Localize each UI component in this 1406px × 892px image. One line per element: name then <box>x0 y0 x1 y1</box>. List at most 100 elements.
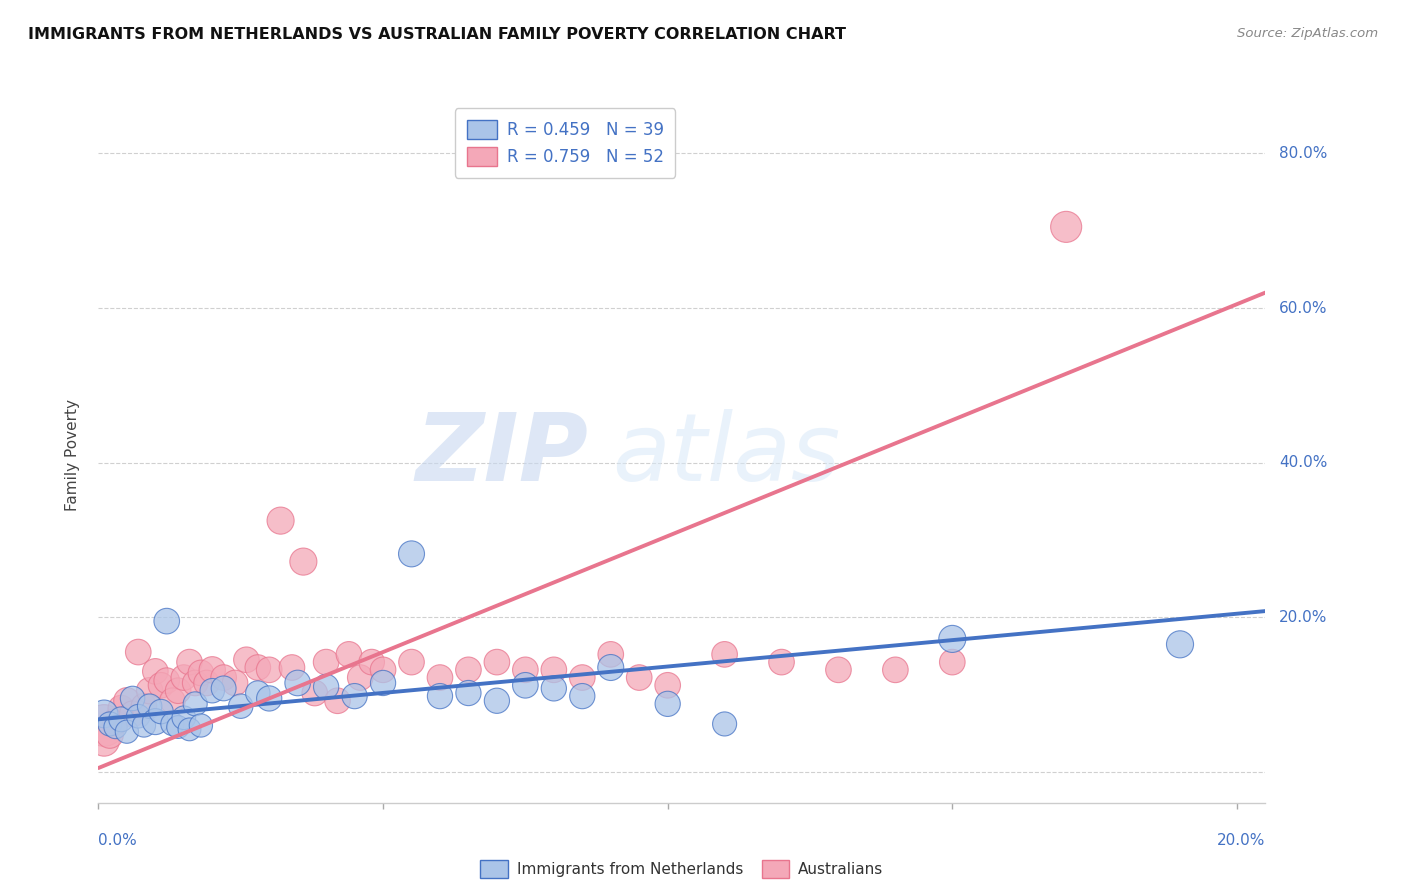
Point <box>104 720 127 734</box>
Point <box>179 655 201 669</box>
Point <box>429 689 451 703</box>
Point <box>115 694 138 708</box>
Point <box>571 689 593 703</box>
Point <box>179 723 201 737</box>
Point <box>429 671 451 685</box>
Point <box>571 671 593 685</box>
Text: atlas: atlas <box>612 409 841 500</box>
Point <box>201 683 224 698</box>
Point <box>343 689 366 703</box>
Point <box>257 691 280 706</box>
Point <box>110 712 132 726</box>
Text: 0.0%: 0.0% <box>98 833 138 848</box>
Point <box>184 676 207 690</box>
Point <box>515 678 537 692</box>
Point <box>235 653 257 667</box>
Point <box>401 655 423 669</box>
Point <box>292 555 315 569</box>
Point <box>315 655 337 669</box>
Y-axis label: Family Poverty: Family Poverty <box>65 399 80 511</box>
Point <box>941 655 963 669</box>
Point <box>93 706 115 721</box>
Point <box>121 706 143 721</box>
Point <box>173 711 195 725</box>
Point <box>156 673 179 688</box>
Point <box>127 645 149 659</box>
Point <box>281 660 304 674</box>
Point <box>713 648 735 662</box>
Point <box>1054 219 1077 234</box>
Point <box>212 671 235 685</box>
Point <box>287 676 309 690</box>
Point <box>162 717 184 731</box>
Point <box>257 663 280 677</box>
Point <box>156 614 179 628</box>
Point <box>138 699 160 714</box>
Text: 20.0%: 20.0% <box>1279 610 1327 624</box>
Point <box>93 718 115 732</box>
Point <box>485 655 508 669</box>
Point <box>224 676 246 690</box>
Point <box>246 686 269 700</box>
Point <box>599 660 621 674</box>
Text: 60.0%: 60.0% <box>1279 301 1327 316</box>
Point <box>270 514 292 528</box>
Point <box>657 697 679 711</box>
Point <box>401 547 423 561</box>
Text: 20.0%: 20.0% <box>1218 833 1265 848</box>
Point <box>98 728 121 742</box>
Point <box>349 671 371 685</box>
Point <box>457 686 479 700</box>
Point <box>98 717 121 731</box>
Point <box>326 694 349 708</box>
Point <box>150 705 173 719</box>
Point <box>93 734 115 748</box>
Point <box>371 676 394 690</box>
Point <box>104 714 127 729</box>
Point <box>190 665 212 680</box>
Point <box>115 724 138 739</box>
Text: ZIP: ZIP <box>416 409 589 501</box>
Point <box>515 663 537 677</box>
Point <box>150 678 173 692</box>
Point <box>371 663 394 677</box>
Point <box>713 717 735 731</box>
Point <box>657 678 679 692</box>
Point <box>132 699 155 714</box>
Point <box>212 681 235 696</box>
Point <box>485 694 508 708</box>
Point <box>162 694 184 708</box>
Point <box>121 691 143 706</box>
Point <box>167 720 190 734</box>
Point <box>167 683 190 698</box>
Point <box>315 680 337 694</box>
Point <box>201 663 224 677</box>
Point <box>110 701 132 715</box>
Point <box>827 663 849 677</box>
Point <box>543 681 565 696</box>
Point <box>884 663 907 677</box>
Point <box>132 718 155 732</box>
Point <box>337 648 360 662</box>
Point <box>184 697 207 711</box>
Point <box>127 709 149 723</box>
Text: 40.0%: 40.0% <box>1279 455 1327 470</box>
Point <box>628 671 651 685</box>
Point <box>190 718 212 732</box>
Point <box>138 683 160 698</box>
Text: 80.0%: 80.0% <box>1279 146 1327 161</box>
Point <box>457 663 479 677</box>
Point <box>304 686 326 700</box>
Point <box>195 676 218 690</box>
Point <box>143 714 166 729</box>
Point <box>360 655 382 669</box>
Point <box>941 632 963 646</box>
Point <box>1168 637 1191 651</box>
Point <box>599 648 621 662</box>
Text: IMMIGRANTS FROM NETHERLANDS VS AUSTRALIAN FAMILY POVERTY CORRELATION CHART: IMMIGRANTS FROM NETHERLANDS VS AUSTRALIA… <box>28 27 846 42</box>
Point <box>770 655 793 669</box>
Point <box>143 665 166 679</box>
Legend: Immigrants from Netherlands, Australians: Immigrants from Netherlands, Australians <box>472 853 891 886</box>
Text: Source: ZipAtlas.com: Source: ZipAtlas.com <box>1237 27 1378 40</box>
Point <box>246 660 269 674</box>
